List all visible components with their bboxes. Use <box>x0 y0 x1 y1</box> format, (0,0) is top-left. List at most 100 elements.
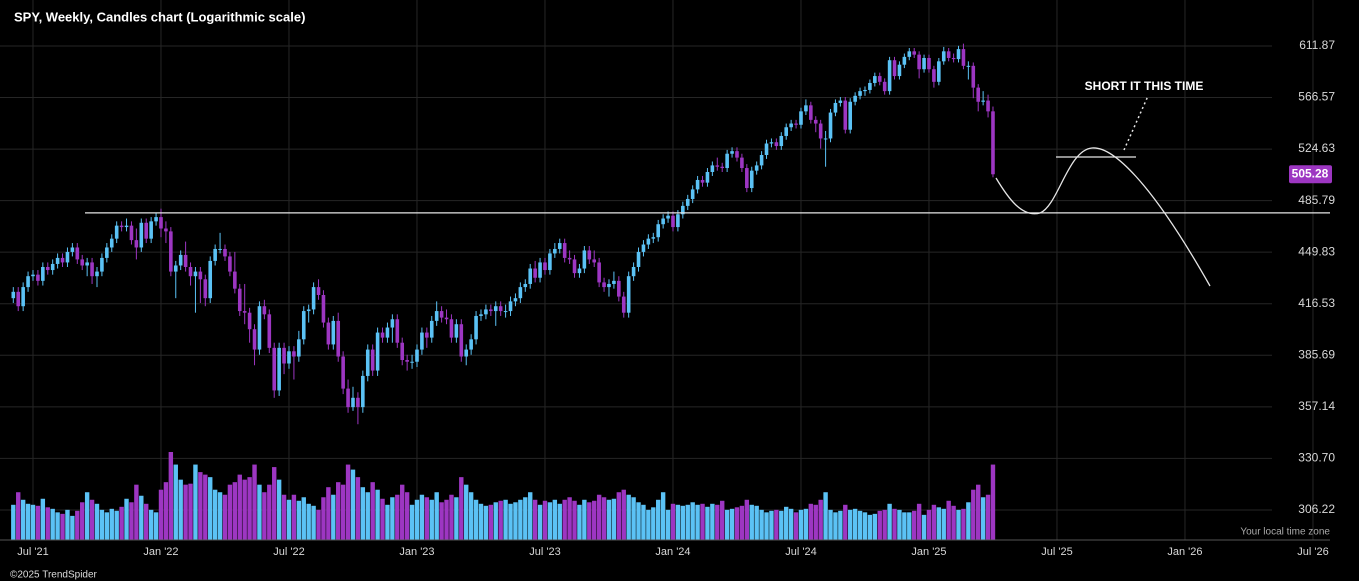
candle-body <box>75 247 80 260</box>
volume-bar <box>449 494 454 540</box>
candle-body <box>188 266 193 277</box>
volume-bar <box>232 482 238 540</box>
candle-body <box>316 287 321 295</box>
candle-body <box>626 276 631 313</box>
volume-bar <box>557 503 562 540</box>
volume-bar <box>424 497 430 540</box>
volume-bar <box>739 505 745 540</box>
candle-body <box>16 291 21 307</box>
y-tick-label: 611.87 <box>1299 38 1335 52</box>
volume-bar <box>700 503 705 540</box>
volume-bar <box>311 505 316 540</box>
volume-bar <box>301 497 306 540</box>
candle-body <box>287 351 291 364</box>
volume-bar <box>70 515 75 540</box>
volume-bar <box>828 509 833 540</box>
candle-body <box>897 64 902 77</box>
volume-bar <box>887 503 892 540</box>
volume-bar <box>877 510 882 540</box>
volume-bar <box>158 489 164 540</box>
candle-body <box>479 314 483 316</box>
candle-body <box>769 142 774 144</box>
candle-body <box>553 248 557 254</box>
candle-body <box>646 238 651 245</box>
candle-body <box>946 51 951 58</box>
candle-body <box>523 283 528 288</box>
candle-body <box>685 198 690 206</box>
volume-bar <box>749 504 754 540</box>
volume-bar <box>188 483 193 540</box>
volume-bar <box>808 503 814 540</box>
candle-body <box>873 76 877 83</box>
candle-body <box>735 151 739 158</box>
volume-bar <box>907 512 912 540</box>
volume-bar <box>360 487 366 540</box>
volume-bar <box>547 502 553 540</box>
candle-body <box>636 251 641 267</box>
candle-body <box>700 179 705 183</box>
candle-body <box>548 253 552 271</box>
candle-body <box>292 351 296 357</box>
candle-body <box>370 349 375 371</box>
candle-body <box>169 231 173 272</box>
volume-bar <box>498 500 503 540</box>
volume-bar <box>838 510 843 540</box>
candle-body <box>119 225 124 228</box>
candle-body <box>740 157 744 169</box>
volume-bar <box>833 512 838 540</box>
last-price-box <box>1289 165 1332 184</box>
candle-body <box>902 56 907 65</box>
candle-body <box>65 251 70 263</box>
candle-body <box>70 247 75 252</box>
candle-body <box>498 306 503 312</box>
candle-body <box>887 60 892 92</box>
y-tick-label: 330.70 <box>1298 451 1335 465</box>
candle-body <box>848 101 853 130</box>
volume-bar <box>695 504 700 540</box>
candle-body <box>710 165 715 172</box>
candle-body <box>877 76 882 82</box>
candle-body <box>351 397 355 408</box>
candle-body <box>789 123 793 128</box>
candle-body <box>282 347 286 364</box>
candle-body <box>882 81 887 92</box>
volume-bar <box>212 489 218 540</box>
volume-bar <box>109 508 114 540</box>
candle-body <box>641 244 646 252</box>
volume-bar <box>89 499 95 540</box>
volume-bar <box>670 503 676 540</box>
volume-bar <box>552 499 558 540</box>
volume-bar <box>242 479 247 540</box>
volume-bar <box>976 484 981 540</box>
volume-bar <box>193 464 198 540</box>
candle-body <box>45 266 50 271</box>
candle-body <box>173 265 178 272</box>
volume-bar <box>734 507 740 540</box>
candle-body <box>41 266 45 281</box>
candle-body <box>617 280 621 297</box>
volume-layer <box>11 452 996 540</box>
volume-bar <box>296 500 302 540</box>
candle-body <box>434 311 439 321</box>
candle-body <box>395 319 400 343</box>
volume-bar <box>592 500 597 540</box>
candle-body <box>50 263 55 271</box>
volume-bar <box>390 497 395 540</box>
last-price-label: 505.28 <box>1292 166 1329 180</box>
candle-body <box>55 257 60 264</box>
volume-bar <box>798 509 804 540</box>
candle-body <box>218 248 222 250</box>
candle-body <box>454 324 459 338</box>
candle-body <box>380 332 385 338</box>
candle-body <box>242 311 247 313</box>
candle-body <box>444 317 449 320</box>
volume-bar <box>30 504 36 540</box>
candle-body <box>105 247 109 258</box>
volume-bar <box>961 508 966 540</box>
candle-body <box>804 105 808 112</box>
candle-body <box>149 221 153 239</box>
volume-bar <box>217 492 223 540</box>
candle-body <box>489 309 493 312</box>
candle-body <box>813 119 818 124</box>
